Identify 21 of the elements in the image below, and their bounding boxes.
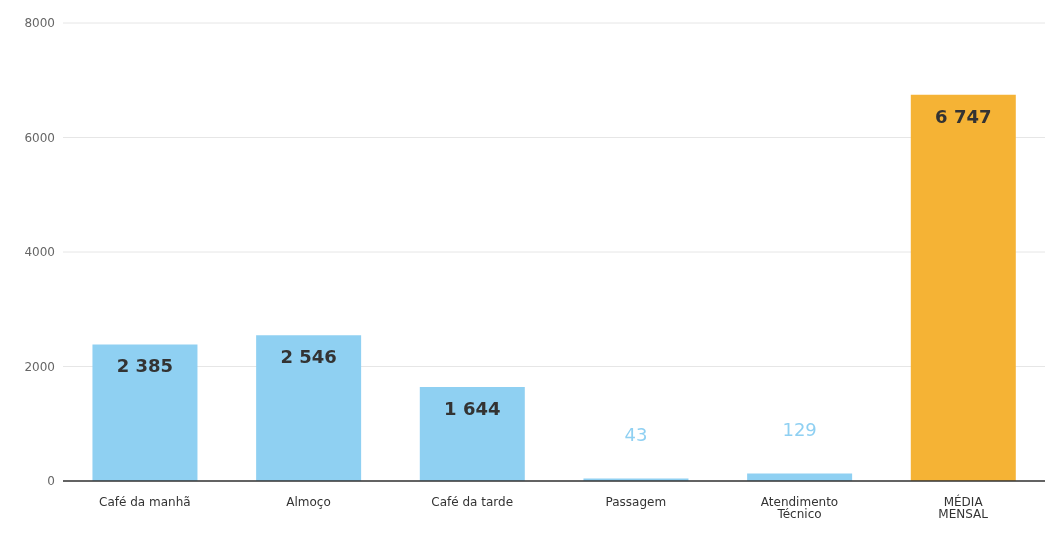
- x-tick-label: Passagem: [605, 494, 667, 509]
- data-label: 2 546: [280, 346, 337, 368]
- y-tick-label: 0: [47, 474, 55, 489]
- y-tick-label: 8000: [24, 16, 55, 31]
- data-label: 129: [782, 418, 817, 440]
- bar: [419, 386, 525, 481]
- x-tick-label: MÉDIA MENSAL: [938, 493, 989, 521]
- bar: [256, 335, 362, 481]
- bar: [92, 344, 198, 481]
- data-label: 2 385: [116, 355, 174, 377]
- data-label: 1 644: [444, 397, 501, 419]
- bar: [910, 94, 1016, 481]
- y-tick-label: 6000: [24, 130, 55, 145]
- x-tick-label: Café da tarde: [431, 494, 514, 509]
- y-tick-label: 4000: [24, 245, 55, 260]
- y-tick-label: 2000: [24, 359, 55, 374]
- data-label: 43: [624, 423, 648, 445]
- data-label: 6 747: [935, 105, 992, 127]
- x-tick-label: Almoço: [286, 494, 331, 509]
- x-tick-label: Café da manhã: [99, 494, 191, 509]
- x-tick-label: Atendimento Técnico: [760, 494, 839, 521]
